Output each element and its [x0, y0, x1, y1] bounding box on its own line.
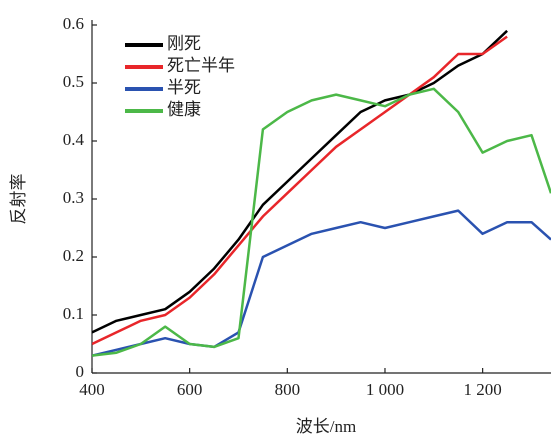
- data-line: [92, 209, 551, 357]
- x-tick-label: 1 000: [366, 380, 404, 399]
- data-line: [92, 35, 508, 346]
- y-axis-label: 反射率: [9, 174, 28, 225]
- x-tick-label: 400: [79, 380, 105, 399]
- x-tick-label: 600: [177, 380, 203, 399]
- y-tick-label: 0.2: [63, 246, 84, 265]
- legend-label: 健康: [167, 100, 201, 119]
- y-tick-label: 0.6: [63, 14, 84, 33]
- data-line: [92, 87, 551, 357]
- legend-label: 刚死: [167, 34, 201, 53]
- y-tick-label: 0.5: [63, 72, 84, 91]
- legend-label: 半死: [167, 78, 201, 97]
- y-tick-label: 0.1: [63, 304, 84, 323]
- x-axis-label: 波长/nm: [296, 417, 356, 436]
- legend-label: 死亡半年: [167, 56, 235, 75]
- data-line: [92, 29, 508, 334]
- y-tick-label: 0.4: [63, 130, 85, 149]
- x-tick-label: 800: [275, 380, 301, 399]
- x-tick-label: 1 200: [464, 380, 502, 399]
- y-tick-label: 0: [76, 362, 85, 381]
- y-tick-label: 0.3: [63, 188, 84, 207]
